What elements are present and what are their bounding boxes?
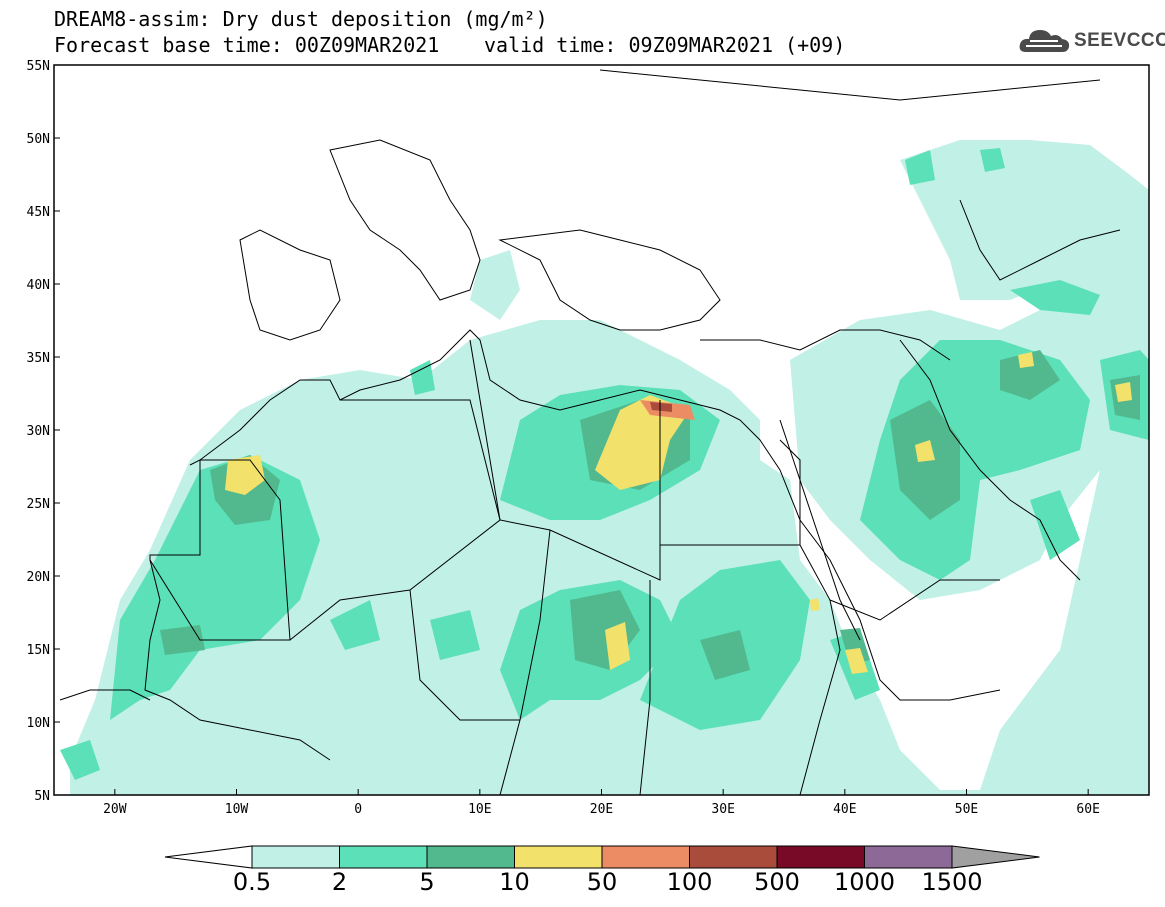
- colorbar-label: 1000: [833, 868, 896, 896]
- deposition-level-10: [225, 352, 1132, 674]
- lat-label: 45N: [27, 205, 50, 220]
- lat-label: 30N: [27, 424, 50, 439]
- logo-text: SEEVCCC: [1074, 30, 1165, 51]
- lat-label: 55N: [27, 59, 50, 74]
- colorbar-label: 500: [754, 868, 800, 896]
- colorbar-segment: [864, 845, 953, 869]
- lat-label: 35N: [27, 351, 50, 366]
- colorbar-segment: [601, 845, 690, 869]
- colorbar-label: 50: [586, 868, 618, 896]
- lon-label: 10W: [225, 802, 249, 817]
- base-time: Forecast base time: 00Z09MAR2021: [54, 33, 440, 57]
- lon-label: 10E: [468, 802, 491, 817]
- lon-label: 50E: [955, 802, 978, 817]
- colorbar-label: 5: [419, 868, 435, 896]
- lon-label: 20W: [103, 802, 127, 817]
- colorbar-low-arrow: [164, 845, 253, 869]
- colorbar-label: 1500: [921, 868, 983, 896]
- lat-label: 15N: [27, 643, 50, 658]
- colorbar-label: 100: [666, 868, 713, 896]
- lon-label: 30E: [711, 802, 734, 817]
- lat-label: 20N: [27, 570, 50, 585]
- colorbar-segment: [251, 845, 340, 869]
- coastlines-borders: [59, 69, 1121, 795]
- colorbar-high-arrow: [951, 845, 1040, 869]
- lat-label: 10N: [27, 716, 50, 731]
- lon-label: 0: [354, 802, 362, 817]
- seevccc-logo: SEEVCCC: [1018, 24, 1165, 58]
- cloud-icon: [1019, 30, 1070, 52]
- forecast-times: Forecast base time: 00Z09MAR2021 valid ti…: [54, 33, 845, 57]
- colorbar-label: 10: [499, 868, 530, 896]
- lat-label: 5N: [34, 789, 50, 804]
- lat-label: 50N: [27, 132, 50, 147]
- valid-time: valid time: 09Z09MAR2021 (+09): [484, 33, 846, 57]
- deposition-level-100: [650, 402, 672, 412]
- colorbar-label: 2: [331, 868, 348, 896]
- colorbar-segment: [426, 845, 515, 869]
- lon-label: 60E: [1076, 802, 1099, 817]
- colorbar-segment: [514, 845, 603, 869]
- colorbar: [164, 845, 1040, 869]
- lon-label: 40E: [833, 802, 856, 817]
- map-title: DREAM8-assim: Dry dust deposition (mg/m²…: [54, 7, 548, 31]
- lat-label: 25N: [27, 497, 50, 512]
- colorbar-label: 0.5: [232, 868, 272, 896]
- colorbar-segment: [689, 845, 778, 869]
- colorbar-segment: [339, 845, 428, 869]
- deposition-level-2: [60, 148, 1149, 780]
- lat-label: 40N: [27, 278, 50, 293]
- colorbar-segment: [776, 845, 865, 869]
- lon-label: 20E: [590, 802, 613, 817]
